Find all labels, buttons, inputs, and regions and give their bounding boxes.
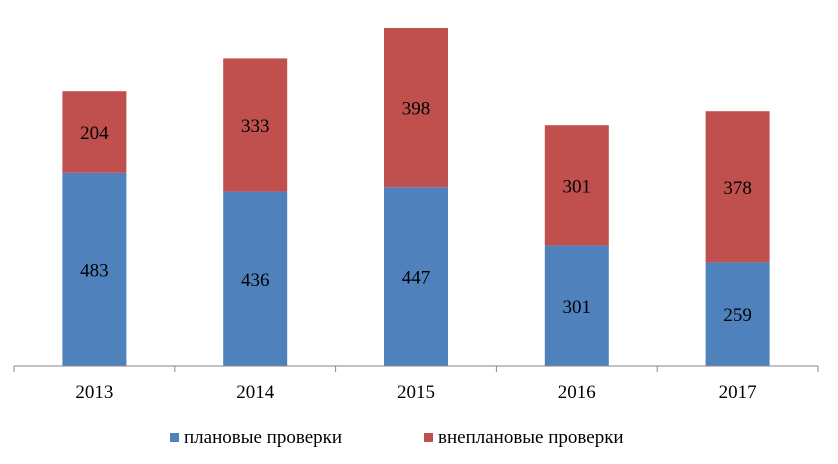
data-label-planned-2014: 436	[241, 270, 270, 291]
data-label-planned-2017: 259	[723, 305, 752, 326]
legend-label-planned: плановые проверки	[184, 427, 342, 448]
bar-unplanned-2015	[384, 28, 448, 188]
x-tick-label-2016: 2016	[558, 382, 596, 403]
data-label-planned-2015: 447	[402, 268, 431, 289]
x-axis-ticks	[13, 366, 819, 372]
x-tick-label-2013: 2013	[75, 382, 113, 403]
bar-planned-2013	[62, 172, 127, 366]
legend: плановые проверки внеплановые проверки	[170, 427, 624, 448]
x-tick-label-2014: 2014	[236, 382, 275, 403]
x-tick-label-2015: 2015	[397, 382, 435, 403]
bar-unplanned-2016	[544, 125, 609, 246]
data-label-unplanned-2016: 301	[563, 176, 592, 197]
bar-planned-2014	[223, 191, 288, 366]
bar-unplanned-2017	[705, 111, 770, 263]
bar-unplanned-2014	[223, 58, 288, 192]
bars-layer: 483 204 436 333 447 398 301 301 259 378	[62, 28, 770, 366]
data-label-planned-2013: 483	[80, 260, 109, 281]
x-tick-label-2017: 2017	[719, 382, 757, 403]
bar-planned-2015	[384, 187, 448, 366]
data-label-unplanned-2014: 333	[241, 116, 270, 137]
legend-label-unplanned: внеплановые проверки	[438, 427, 624, 448]
legend-swatch-planned	[170, 433, 179, 442]
data-label-unplanned-2013: 204	[80, 123, 109, 144]
data-label-unplanned-2017: 378	[723, 178, 752, 199]
bar-planned-2017	[705, 262, 770, 366]
data-label-unplanned-2015: 398	[402, 99, 431, 120]
legend-swatch-unplanned	[424, 433, 433, 442]
x-axis-labels: 2013 2014 2015 2016 2017	[75, 382, 756, 403]
bar-unplanned-2013	[62, 91, 127, 173]
data-label-planned-2016: 301	[563, 297, 592, 318]
bar-planned-2016	[544, 245, 609, 366]
